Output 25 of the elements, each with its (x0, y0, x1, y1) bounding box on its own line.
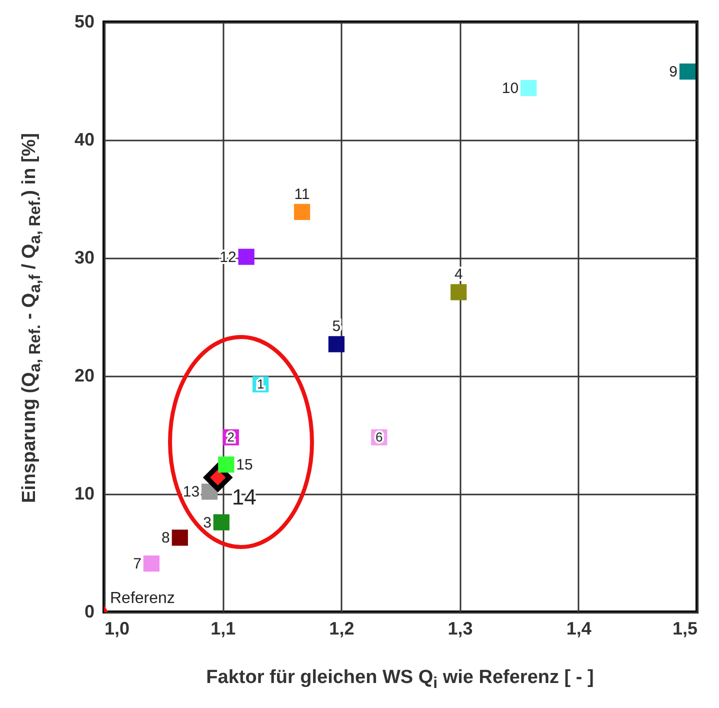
series-label: 15 (236, 456, 253, 474)
series-label: 11 (294, 186, 310, 203)
series-label: 10 (502, 80, 519, 98)
series-label: 3 (203, 514, 212, 532)
y-tick-label: 0 (84, 602, 94, 622)
series-label: 9 (669, 64, 678, 81)
series-label: 2 (227, 429, 235, 444)
x-tick-label: 1,1 (210, 618, 236, 638)
series-label: 1 (256, 376, 264, 392)
y-tick-label: 10 (74, 484, 94, 504)
x-tick-label: 1,2 (329, 618, 354, 638)
series-label: 6 (376, 429, 383, 444)
x-tick-label: 1,5 (672, 618, 698, 638)
y-tick-label: 20 (74, 366, 94, 386)
y-tick-label: 40 (74, 130, 94, 150)
y-tick-label: 30 (74, 248, 94, 268)
x-axis-title: Faktor für gleichen WS Q$_{i}$ wie Referenz [ - ] (206, 667, 594, 693)
x-tick-label: 1,3 (448, 618, 473, 638)
y-tick-label: 50 (74, 12, 94, 32)
series-label: Referenz (110, 590, 175, 607)
series-label: 5 (332, 318, 341, 336)
series-label: 7 (133, 556, 142, 573)
series-label: 8 (162, 530, 170, 547)
x-tick-label: 1,0 (104, 618, 130, 638)
x-tick-label: 1,4 (566, 618, 592, 638)
